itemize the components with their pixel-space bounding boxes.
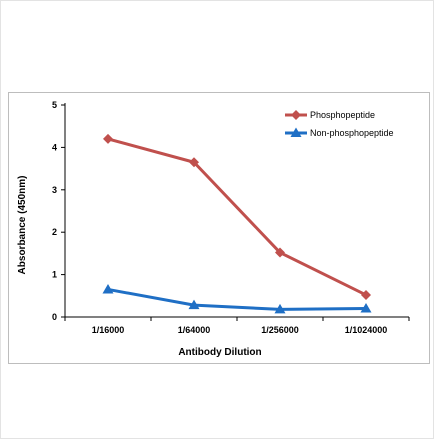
line-chart: 0 1 2 3 4 5 1/16000 1/64000 1/256000 1/1024000 Ph… (17, 100, 410, 358)
x-axis-title: Antibody Dilution (178, 347, 261, 358)
x-tick-label: 1/1024000 (345, 325, 388, 335)
y-tick-label: 4 (52, 142, 57, 152)
data-point-non-phosphopeptide (274, 303, 286, 314)
axes: 0 1 2 3 4 5 1/16000 1/64000 1/256000 1/1024000 (52, 100, 410, 335)
y-axis-title: Absorbance (450nm) (17, 176, 28, 275)
x-tick-label: 1/64000 (178, 325, 211, 335)
y-tick-label: 0 (52, 312, 57, 322)
y-tick-label: 3 (52, 185, 57, 195)
data-point-phosphopeptide (189, 157, 199, 168)
series-line-phosphopeptide (106, 137, 368, 297)
data-point-phosphopeptide (103, 133, 113, 144)
y-tick-label: 1 (52, 270, 57, 280)
series-phosphopeptide (103, 133, 371, 300)
legend-label-non-phosphopeptide: Non-phosphopeptide (310, 128, 394, 138)
data-point-phosphopeptide (275, 247, 285, 258)
legend-swatch-marker (291, 110, 301, 120)
series-line-non-phosphopeptide (106, 287, 368, 311)
y-tick-label: 5 (52, 100, 57, 110)
legend-label-phosphopeptide: Phosphopeptide (310, 110, 375, 120)
chart-panel: 0 1 2 3 4 5 1/16000 1/64000 1/256000 1/1024000 Ph… (8, 92, 430, 364)
x-tick-label: 1/16000 (92, 325, 125, 335)
x-tick-label: 1/256000 (261, 325, 299, 335)
series-layer (102, 133, 372, 314)
series-non-phosphopeptide (102, 283, 372, 314)
legend-swatch-marker (290, 127, 302, 137)
data-point-non-phosphopeptide (102, 283, 114, 294)
y-tick-label: 2 (52, 227, 57, 237)
legend: Phosphopeptide Non-phosphopeptide (285, 110, 394, 138)
data-point-phosphopeptide (361, 289, 371, 300)
data-point-non-phosphopeptide (360, 303, 372, 313)
data-point-non-phosphopeptide (188, 299, 200, 310)
